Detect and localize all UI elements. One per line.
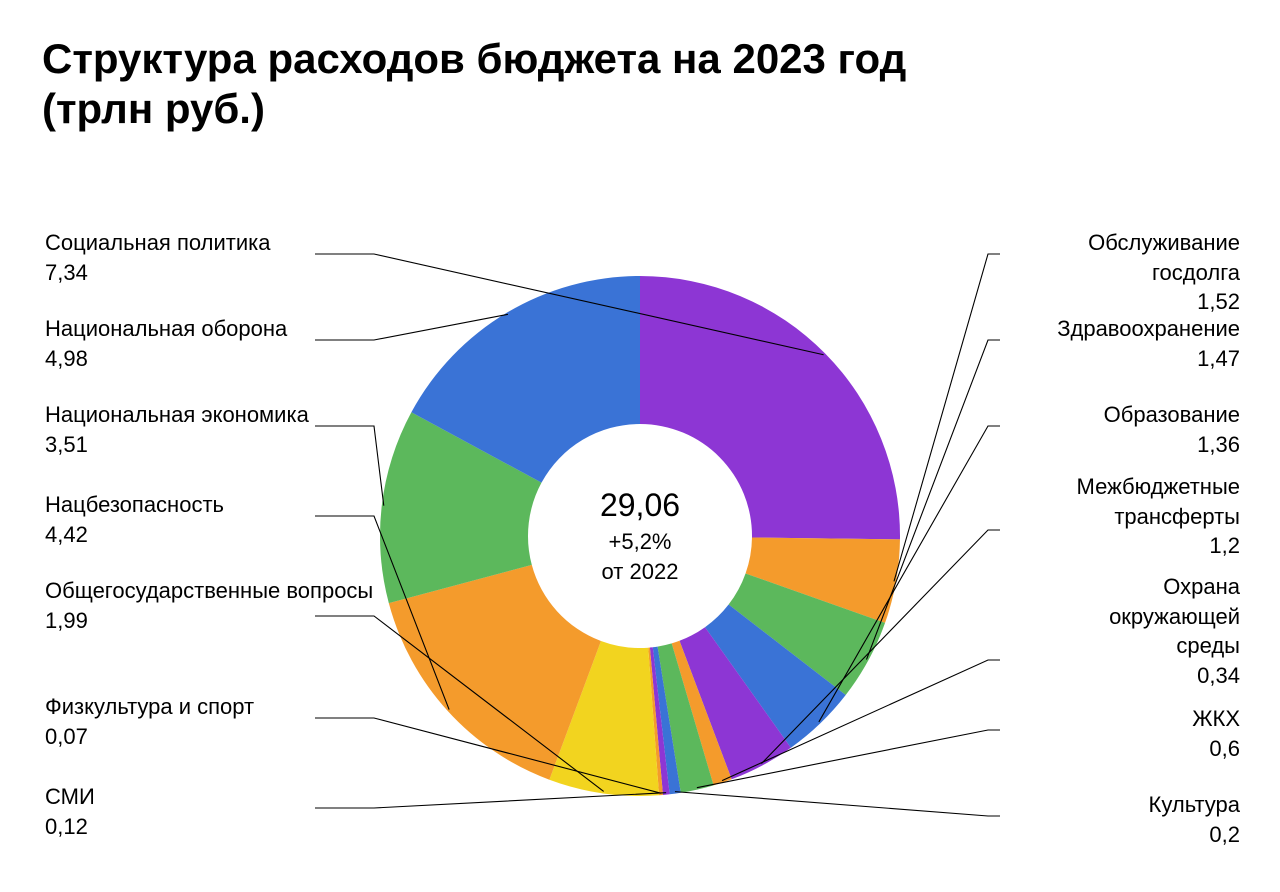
label-name: Нацбезопасность [45, 490, 375, 520]
label-name: Охрана [1000, 572, 1240, 602]
label-value: 1,36 [1000, 430, 1240, 460]
label-name: Межбюджетные [1000, 472, 1240, 502]
label-right: Межбюджетныетрансферты1,2 [1000, 472, 1240, 561]
label-name: Обслуживание госдолга [1000, 228, 1240, 287]
label-value: 1,99 [45, 606, 375, 636]
label-value: 4,42 [45, 520, 375, 550]
label-name: Культура [1000, 790, 1240, 820]
label-name: СМИ [45, 782, 375, 812]
label-name: Образование [1000, 400, 1240, 430]
label-left: Социальная политика7,34 [45, 228, 375, 287]
label-name: ЖКХ [1000, 704, 1240, 734]
label-value: 0,6 [1000, 734, 1240, 764]
label-left: Нацбезопасность4,42 [45, 490, 375, 549]
label-right: Здравоохранение1,47 [1000, 314, 1240, 373]
label-left: Национальная экономика3,51 [45, 400, 375, 459]
label-left: СМИ0,12 [45, 782, 375, 841]
label-value: 7,34 [45, 258, 375, 288]
total-from: от 2022 [560, 557, 720, 587]
label-value: 1,52 [1000, 287, 1240, 317]
label-right: Культура0,2 [1000, 790, 1240, 849]
label-value: 0,2 [1000, 820, 1240, 850]
label-value: 0,34 [1000, 661, 1240, 691]
label-name: Социальная политика [45, 228, 375, 258]
label-left: Общегосударственные вопросы1,99 [45, 576, 375, 635]
label-name: Национальная оборона [45, 314, 375, 344]
label-value: 1,47 [1000, 344, 1240, 374]
label-right: Охранаокружающейсреды0,34 [1000, 572, 1240, 691]
label-right: ЖКХ0,6 [1000, 704, 1240, 763]
label-name: Здравоохранение [1000, 314, 1240, 344]
label-right: Обслуживание госдолга1,52 [1000, 228, 1240, 317]
label-right: Образование1,36 [1000, 400, 1240, 459]
label-name: трансферты [1000, 502, 1240, 532]
total-value: 29,06 [560, 484, 720, 527]
label-name: среды [1000, 631, 1240, 661]
label-name: окружающей [1000, 602, 1240, 632]
donut-center-text: 29,06 +5,2% от 2022 [560, 484, 720, 587]
label-value: 0,07 [45, 722, 375, 752]
label-left: Национальная оборона4,98 [45, 314, 375, 373]
label-name: Физкультура и спорт [45, 692, 375, 722]
label-value: 3,51 [45, 430, 375, 460]
label-value: 0,12 [45, 812, 375, 842]
total-change: +5,2% [560, 527, 720, 557]
label-value: 1,2 [1000, 531, 1240, 561]
label-name: Национальная экономика [45, 400, 375, 430]
label-value: 4,98 [45, 344, 375, 374]
label-name: Общегосударственные вопросы [45, 576, 375, 606]
label-left: Физкультура и спорт0,07 [45, 692, 375, 751]
